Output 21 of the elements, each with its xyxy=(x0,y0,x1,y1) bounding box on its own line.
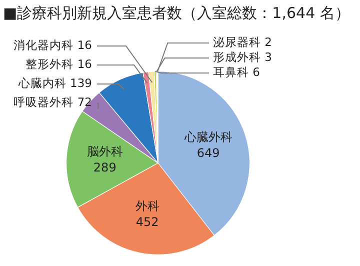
slice-label: 心臓内科 xyxy=(17,76,66,90)
slice-label: 外科 xyxy=(135,199,160,214)
slice-label: 呼吸器外科 xyxy=(14,94,74,109)
data-label: 289 xyxy=(93,160,116,175)
data-label: 452 xyxy=(136,215,159,230)
data-label: 139 xyxy=(70,76,92,90)
chart-title: ■診療科別新規入室患者数（入室総数：1,644 名） xyxy=(3,4,350,22)
slice-label: 泌尿器科 xyxy=(213,34,261,49)
data-label: 6 xyxy=(252,64,260,79)
slice-label: 耳鼻科 xyxy=(213,64,249,79)
slice-label: 心臓外科 xyxy=(183,130,232,144)
slice-label: 形成外科 xyxy=(213,50,261,64)
slice-label: 脳外科 xyxy=(86,144,123,159)
data-label: 72 xyxy=(77,94,92,109)
data-label: 649 xyxy=(196,146,220,160)
slice-label: 整形外科 xyxy=(26,56,74,71)
data-label: 16 xyxy=(77,38,92,52)
data-label: 2 xyxy=(264,34,272,49)
data-label: 3 xyxy=(264,50,272,64)
data-label: 16 xyxy=(77,56,92,71)
slice-label: 消化器内科 xyxy=(14,38,74,52)
